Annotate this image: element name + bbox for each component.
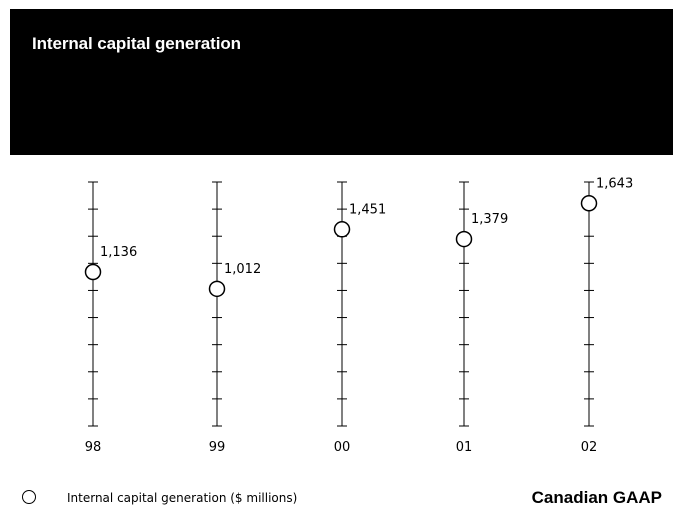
accounting-basis-note: Canadian GAAP — [531, 488, 662, 507]
data-label-00: 1,451 — [349, 202, 386, 217]
legend-circle-icon — [22, 490, 36, 504]
data-label-98: 1,136 — [100, 245, 137, 260]
data-point-02 — [580, 195, 598, 212]
data-point-00 — [333, 221, 351, 238]
x-tick-label-01: 01 — [456, 440, 473, 455]
x-tick-label-99: 99 — [209, 440, 226, 455]
legend-series-label: Internal capital generation ($ millions) — [67, 491, 298, 505]
legend: Internal capital generation ($ millions)… — [22, 488, 662, 510]
x-tick-label-02: 02 — [581, 440, 598, 455]
x-tick-label-98: 98 — [85, 440, 102, 455]
data-point-01 — [455, 230, 473, 248]
data-label-99: 1,012 — [224, 262, 261, 277]
data-label-01: 1,379 — [471, 212, 508, 227]
header-band: Internal capital generation — [10, 9, 673, 155]
data-point-99 — [208, 280, 226, 298]
data-point-98 — [84, 263, 102, 281]
chart-title: Internal capital generation — [32, 34, 241, 53]
data-label-02: 1,643 — [596, 176, 633, 191]
x-tick-label-00: 00 — [334, 440, 351, 455]
